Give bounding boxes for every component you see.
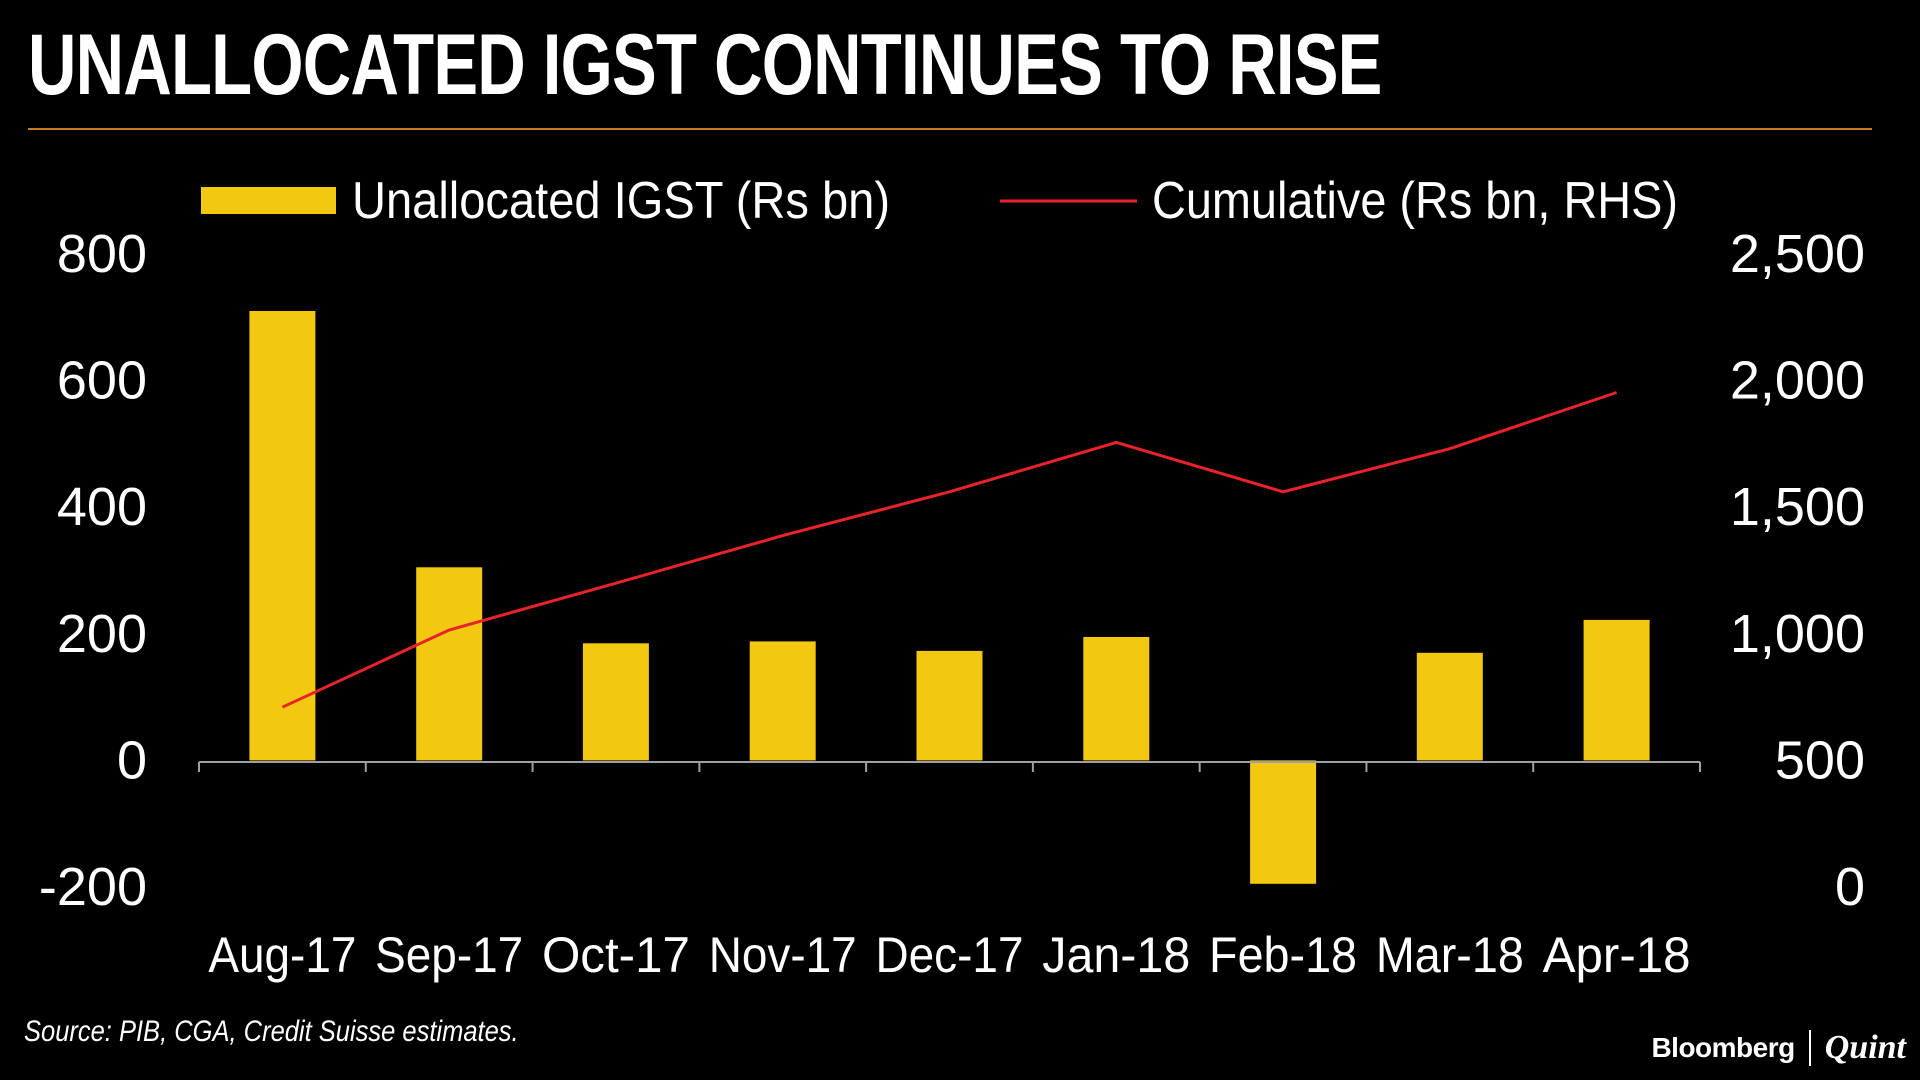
legend-line-label: Cumulative (Rs bn, RHS)	[1152, 172, 1678, 230]
x-tick-label: Jan-18	[1042, 927, 1190, 983]
brand-divider	[1808, 1030, 1811, 1066]
legend-bar-swatch	[201, 187, 336, 214]
y-right-tick-label: 500	[1775, 730, 1865, 790]
y-right-tick-label: 2,000	[1730, 351, 1865, 411]
title-rule	[28, 128, 1872, 130]
y-right-tick-label: 0	[1835, 857, 1865, 917]
cumulative-line	[281, 391, 1618, 709]
bar-nov-17	[749, 641, 816, 761]
y-right-tick-label: 2,500	[1730, 224, 1865, 284]
bar-apr-18	[1583, 619, 1650, 761]
x-tick-label: Feb-18	[1209, 927, 1357, 983]
x-tick-label: Sep-17	[375, 927, 523, 983]
y-axis-left: 800 600 400 200 0 -200	[39, 224, 147, 917]
x-tick-label: Aug-17	[208, 927, 356, 983]
bar-jan-18	[1083, 637, 1150, 761]
bar-sep-17	[416, 567, 483, 761]
bar-feb-18	[1250, 760, 1317, 884]
y-left-tick-label: 200	[57, 604, 147, 664]
y-left-tick-label: 600	[57, 351, 147, 411]
y-left-tick-label: -200	[39, 857, 147, 917]
y-axis-right: 2,500 2,000 1,500 1,000 500 0	[1730, 224, 1865, 917]
chart-title: UNALLOCATED IGST CONTINUES TO RISE	[28, 17, 1382, 113]
x-tick-label: Nov-17	[709, 927, 857, 983]
bar-series	[249, 311, 1650, 884]
bar-aug-17	[249, 311, 316, 761]
legend: Unallocated IGST (Rs bn) Cumulative (Rs …	[201, 172, 1678, 230]
brand-bloomberg: Bloomberg	[1651, 1032, 1795, 1063]
brand-logo: Bloomberg Quint	[1651, 1028, 1906, 1068]
y-left-tick-label: 800	[57, 224, 147, 284]
bar-oct-17	[582, 643, 649, 761]
x-tick-label: Dec-17	[876, 927, 1024, 983]
x-tick-label: Mar-18	[1376, 927, 1524, 983]
y-right-tick-label: 1,000	[1730, 604, 1865, 664]
x-tick-label: Apr-18	[1543, 927, 1691, 983]
x-axis-labels: Aug-17 Sep-17 Oct-17 Nov-17 Dec-17 Jan-18 Feb-…	[208, 927, 1690, 983]
brand-quint: Quint	[1824, 1029, 1906, 1066]
y-left-tick-label: 400	[57, 477, 147, 537]
chart: Unallocated IGST (Rs bn) Cumulative (Rs …	[39, 172, 1865, 983]
legend-bar-label: Unallocated IGST (Rs bn)	[352, 172, 890, 230]
bar-dec-17	[916, 650, 983, 761]
y-right-tick-label: 1,500	[1730, 477, 1865, 537]
y-left-tick-label: 0	[117, 730, 147, 790]
bar-mar-18	[1416, 652, 1483, 761]
x-tick-label: Oct-17	[542, 927, 690, 983]
source-note: Source: PIB, CGA, Credit Suisse estimate…	[24, 1015, 519, 1048]
x-axis-ticks	[198, 762, 1701, 772]
